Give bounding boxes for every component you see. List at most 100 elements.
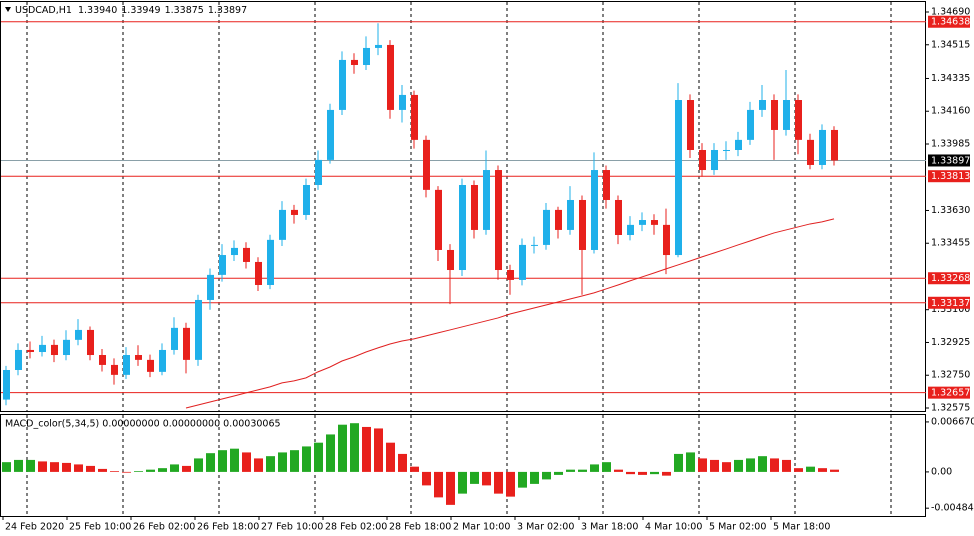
candle-body: [819, 129, 826, 165]
candle-body: [807, 139, 814, 165]
histogram-bar: [758, 456, 767, 472]
candle-body: [735, 139, 742, 150]
histogram-bar: [674, 453, 683, 472]
histogram-bar: [74, 464, 83, 472]
histogram-bar: [590, 464, 599, 472]
x-tick-label: 27 Feb 10:00: [261, 522, 323, 533]
histogram-bar: [122, 471, 131, 473]
candle-body: [375, 44, 382, 48]
histogram-bar: [626, 471, 635, 475]
histogram-bar: [458, 471, 467, 494]
y-tick-label: 0.00: [931, 466, 952, 477]
histogram-bar: [338, 424, 347, 472]
level-label: 1.33137: [931, 298, 970, 309]
histogram-bar: [14, 459, 23, 472]
candle-body: [471, 185, 478, 230]
histogram-bar: [770, 458, 779, 472]
candle-body: [603, 170, 610, 200]
candle-body: [303, 185, 310, 215]
histogram-bar: [2, 462, 11, 472]
histogram-bar: [614, 469, 623, 472]
histogram-bar: [422, 471, 431, 486]
candle-body: [435, 189, 442, 250]
y-tick-label: 0.0066709: [931, 416, 974, 427]
histogram-bar: [518, 471, 527, 488]
candle-body: [87, 329, 94, 356]
candle-body: [111, 364, 118, 375]
candle-body: [447, 249, 454, 271]
menu-arrow[interactable]: [5, 7, 11, 12]
histogram-bar: [650, 471, 659, 475]
candle-body: [291, 209, 298, 215]
x-tick-label: 26 Feb 02:00: [133, 522, 195, 533]
y-tick-label: 1.32925: [931, 337, 970, 348]
candle-body: [267, 239, 274, 285]
indicator-title: MACD_color(5,34,5) 0.00000000 0.00000000…: [5, 419, 281, 430]
candle-body: [339, 59, 346, 110]
indicator-pane: [0, 414, 926, 517]
candle-body: [483, 170, 490, 230]
histogram-bar: [722, 462, 731, 472]
histogram-bar: [494, 471, 503, 494]
x-tick-label: 28 Feb 18:00: [389, 522, 451, 533]
candle-body: [327, 109, 334, 160]
x-tick-label: 3 Mar 18:00: [581, 522, 638, 533]
histogram-bar: [242, 452, 251, 472]
histogram-bar: [194, 458, 203, 472]
level-label: 1.33813: [931, 171, 970, 182]
header-open: 1.33940: [78, 5, 117, 16]
histogram-bar: [710, 459, 719, 472]
x-tick-label: 26 Feb 18:00: [197, 522, 259, 533]
histogram-bar: [98, 468, 107, 472]
candle-body: [123, 355, 130, 375]
candle-body: [831, 129, 838, 161]
x-tick-label: 5 Mar 18:00: [773, 522, 830, 533]
level-tag: [928, 272, 970, 285]
candle-body: [543, 209, 550, 245]
candle-body: [747, 109, 754, 140]
level-tag: [928, 386, 970, 399]
candle-body: [711, 149, 718, 171]
y-tick-label: 1.34690: [931, 7, 970, 18]
candle-body: [411, 94, 418, 140]
histogram-bar: [410, 466, 419, 472]
histogram-bar: [386, 442, 395, 472]
candle-body: [363, 47, 370, 65]
candle-body: [219, 255, 226, 275]
candle-body: [147, 359, 154, 372]
candle-body: [315, 159, 322, 186]
candle-body: [351, 59, 358, 65]
histogram-bar: [806, 466, 815, 472]
level-label: 1.34638: [931, 17, 970, 28]
histogram-bar: [158, 468, 167, 472]
candle-body: [75, 329, 82, 340]
candle-body: [519, 244, 526, 280]
histogram-bar: [686, 452, 695, 472]
y-tick-label: 1.32750: [931, 370, 970, 381]
histogram-bar: [134, 471, 143, 472]
candle-body: [279, 209, 286, 240]
x-tick-label: 25 Feb 10:00: [69, 522, 131, 533]
candle-body: [615, 199, 622, 235]
candle-body: [243, 247, 250, 262]
histogram-bar: [374, 428, 383, 472]
current-price-tag: [928, 154, 970, 167]
x-tick-label: 5 Mar 02:00: [709, 522, 766, 533]
candle-body: [27, 349, 34, 353]
histogram-bar: [314, 442, 323, 472]
y-tick-label: 1.33100: [931, 304, 970, 315]
histogram-bar: [698, 458, 707, 472]
histogram-bar: [170, 464, 179, 472]
histogram-bar: [38, 461, 47, 472]
candle-body: [687, 100, 694, 150]
candle-body: [387, 44, 394, 110]
histogram-bar: [86, 465, 95, 472]
histogram-bar: [566, 469, 575, 472]
candle-body: [651, 220, 658, 225]
candle-body: [675, 100, 682, 256]
candle-body: [759, 100, 766, 110]
price-pane: [0, 1, 926, 412]
candle-body: [771, 100, 778, 130]
